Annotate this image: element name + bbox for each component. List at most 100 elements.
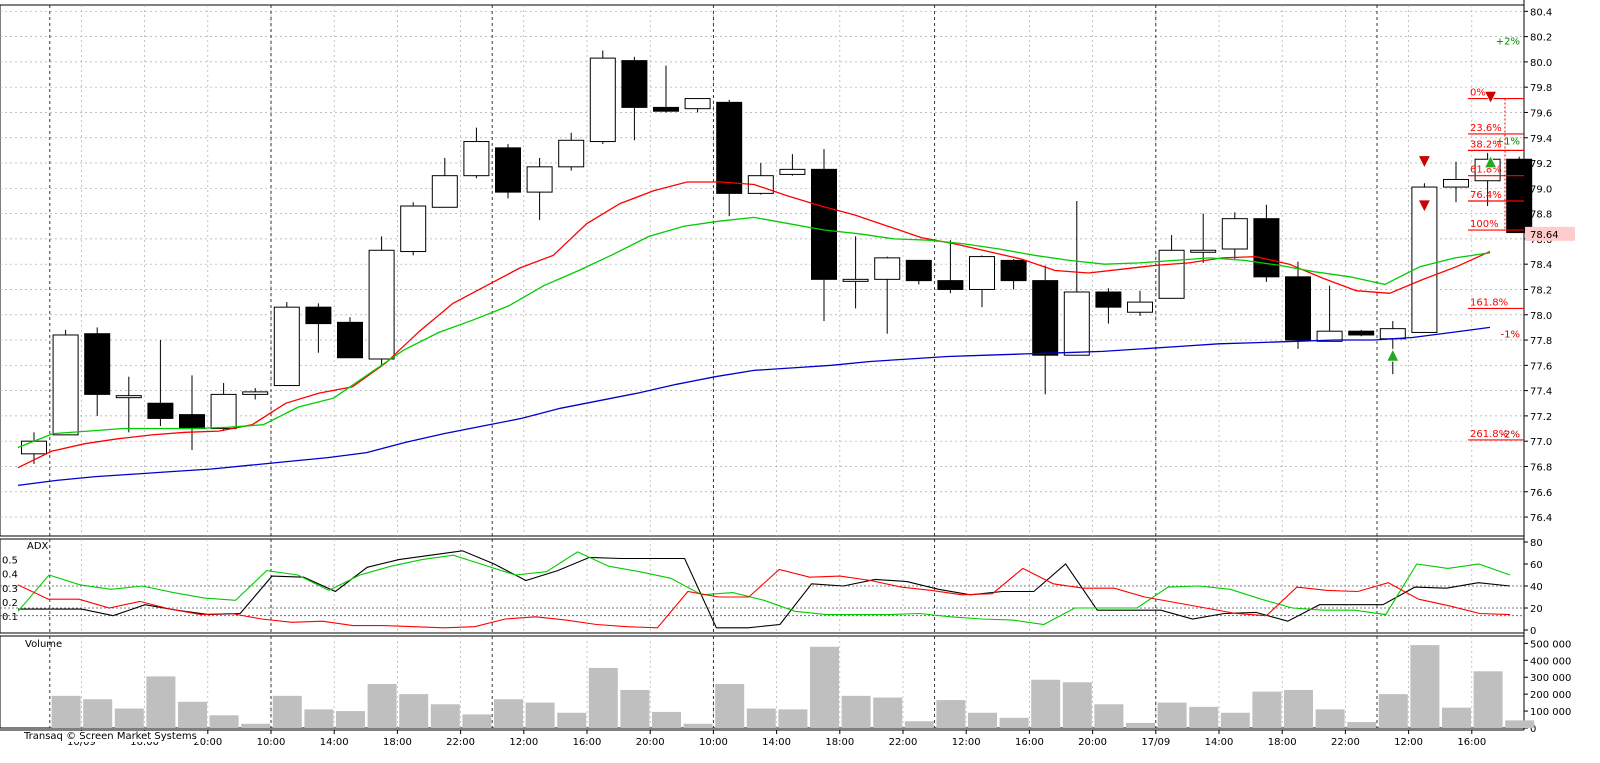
candle[interactable] — [495, 144, 521, 199]
volume-tick-label: 100 000 — [1530, 707, 1571, 718]
candle[interactable] — [305, 303, 332, 353]
candle[interactable] — [1032, 265, 1059, 395]
candle[interactable] — [716, 99, 743, 217]
time-tick-label: 22:00 — [446, 737, 475, 748]
volume-bar — [810, 646, 839, 728]
time-tick-label: 22:00 — [1331, 737, 1360, 748]
candle[interactable] — [1221, 212, 1248, 260]
candle[interactable] — [115, 376, 142, 433]
adx-left-tick-label: 0.5 — [2, 556, 18, 567]
volume-bar — [1284, 689, 1313, 728]
candle-body — [684, 98, 711, 110]
candle[interactable] — [621, 56, 648, 141]
price-pane[interactable]: 80.4 80.2 80.0 79.8 79.6 79.4 79.2 79.0 78.8 78.6… — [0, 5, 1575, 536]
candle[interactable] — [937, 240, 964, 294]
price-tick-label: 76.8 — [1530, 462, 1552, 473]
candle-body — [1348, 330, 1375, 336]
candle[interactable] — [337, 317, 363, 359]
volume-bar — [1347, 722, 1377, 728]
candle[interactable] — [653, 65, 679, 113]
candle-body — [811, 168, 837, 280]
time-tick-label: 14:00 — [320, 737, 349, 748]
candle[interactable] — [1253, 204, 1280, 282]
volume-bar — [1505, 720, 1535, 728]
price-tick-label: 80.4 — [1530, 7, 1552, 18]
time-tick-label: 14:00 — [762, 737, 791, 748]
candle[interactable] — [1000, 259, 1027, 290]
candle-body — [1316, 330, 1343, 342]
candle[interactable] — [273, 302, 300, 387]
candle-body — [1032, 280, 1059, 356]
volume-bar — [1094, 704, 1124, 728]
volume-bar — [336, 711, 365, 728]
candle-body — [1253, 218, 1280, 278]
candle[interactable] — [1127, 290, 1153, 317]
candle[interactable] — [463, 127, 490, 179]
candle[interactable] — [1063, 200, 1090, 356]
candle-body — [1000, 259, 1027, 282]
price-tick-label: 76.6 — [1530, 488, 1552, 499]
candle[interactable] — [558, 132, 585, 171]
price-tick-label: 76.4 — [1530, 513, 1552, 524]
candle-body — [653, 106, 679, 112]
moving-average-line-0 — [17, 181, 1491, 469]
candle[interactable] — [684, 98, 711, 113]
candle[interactable] — [1506, 156, 1533, 234]
candle[interactable] — [526, 157, 553, 220]
sell-signal-icon[interactable] — [1483, 90, 1498, 105]
candle[interactable] — [905, 259, 932, 285]
candle-body — [115, 395, 142, 399]
volume-bar — [1378, 694, 1408, 728]
candle[interactable] — [431, 157, 458, 208]
candle[interactable] — [84, 327, 111, 416]
sell-signal-icon[interactable] — [1417, 199, 1432, 213]
candle[interactable] — [969, 255, 995, 308]
candle[interactable] — [811, 149, 837, 322]
adx-right-tick-label: 80 — [1530, 538, 1543, 549]
buy-signal-icon[interactable] — [1386, 348, 1400, 362]
candle[interactable] — [400, 202, 427, 256]
volume-bar — [367, 684, 397, 728]
candle[interactable] — [1285, 261, 1311, 349]
candle-body — [179, 414, 205, 430]
time-tick-label: 10:00 — [699, 737, 728, 748]
fibonacci-tool[interactable]: 0% 23.6% 38.2% 61.8% 76.4% 100% 161.8% 261.8% — [1468, 88, 1524, 441]
candle[interactable] — [210, 383, 237, 432]
candle[interactable] — [368, 236, 395, 366]
candle[interactable] — [1348, 329, 1375, 337]
volume-bar — [1189, 706, 1219, 728]
adx-left-tick-label: 0.2 — [2, 598, 18, 609]
candle-body — [21, 440, 47, 455]
candle[interactable] — [242, 388, 269, 400]
candle[interactable] — [1443, 161, 1469, 203]
candle-body — [779, 168, 806, 175]
candle[interactable] — [1316, 285, 1343, 342]
candle[interactable] — [1158, 235, 1185, 299]
candle-body — [431, 175, 458, 208]
candle-body — [1221, 218, 1248, 250]
sell-signal-icon[interactable] — [1417, 155, 1432, 169]
candle[interactable] — [779, 154, 806, 176]
buy-signal-icon[interactable] — [1483, 154, 1498, 169]
candle-body — [716, 101, 743, 194]
candle[interactable] — [842, 236, 869, 309]
time-tick-label: 18:00 — [825, 737, 854, 748]
candle-body — [874, 257, 901, 280]
candle-body — [305, 306, 332, 325]
time-tick-label: 20:00 — [1078, 737, 1107, 748]
adx-pane[interactable]: 80 60 40 20 0 0.5 0.4 0.3 0.2 0.1 ADX — [0, 538, 1543, 637]
volume-bar — [1157, 702, 1187, 728]
candle[interactable] — [1190, 213, 1217, 263]
candle-body — [526, 166, 553, 193]
volume-pane[interactable]: 500 000 400 000 300 000 200 000 100 000 0 Volu… — [25, 636, 1571, 735]
candle[interactable] — [589, 50, 616, 145]
volume-bar — [620, 689, 650, 728]
time-tick-label: 20:00 — [636, 737, 665, 748]
candle[interactable] — [874, 256, 901, 334]
candle[interactable] — [52, 329, 79, 436]
candle-body — [400, 205, 427, 253]
candle[interactable] — [147, 340, 174, 427]
candle[interactable] — [1095, 288, 1122, 324]
